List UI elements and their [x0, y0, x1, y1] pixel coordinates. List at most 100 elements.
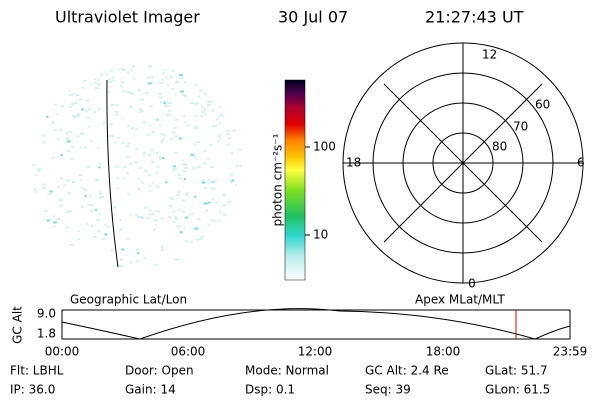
- speckle: [129, 105, 133, 108]
- speckle: [155, 172, 158, 175]
- speckle: [82, 86, 85, 89]
- speckle: [60, 105, 64, 108]
- speckle: [97, 219, 100, 222]
- timeline-frame: [61, 309, 571, 340]
- speckle: [72, 92, 76, 95]
- speckle: [146, 216, 150, 219]
- speckle: [194, 84, 198, 87]
- speckle: [134, 161, 138, 164]
- speckle: [141, 98, 144, 101]
- speckle: [84, 194, 87, 197]
- speckle: [197, 218, 201, 221]
- speckle: [37, 168, 42, 171]
- speckle: [127, 193, 130, 196]
- speckle: [136, 249, 139, 252]
- speckle: [161, 138, 165, 141]
- speckle: [158, 124, 161, 127]
- speckle: [85, 222, 88, 225]
- speckle: [56, 218, 60, 221]
- speckle: [226, 143, 230, 146]
- speckle: [196, 141, 200, 143]
- speckle: [44, 209, 48, 212]
- speckle: [182, 93, 186, 96]
- speckle: [116, 177, 120, 180]
- speckle: [210, 219, 214, 222]
- speckle: [183, 121, 187, 124]
- altitude-curve: [61, 308, 571, 340]
- speckle: [34, 190, 38, 193]
- speckle: [210, 187, 215, 190]
- speckle: [162, 157, 165, 159]
- speckle: [111, 249, 114, 252]
- speckle: [127, 125, 130, 128]
- speckle: [176, 193, 180, 196]
- speckle: [156, 210, 160, 213]
- speckle: [195, 158, 198, 161]
- status-field: Mode: Normal: [245, 364, 329, 378]
- speckle: [100, 195, 104, 198]
- timeline-x-tick: 12:00: [298, 345, 333, 359]
- speckle: [138, 166, 142, 169]
- speckle: [114, 110, 118, 113]
- speckle: [137, 89, 141, 92]
- speckle: [148, 64, 152, 67]
- speckle: [174, 217, 179, 220]
- speckle: [155, 223, 158, 226]
- speckle: [136, 187, 141, 190]
- speckle: [114, 104, 119, 106]
- speckle: [105, 73, 108, 76]
- speckle: [201, 111, 205, 114]
- speckle: [146, 76, 150, 79]
- timeline-label: Geographic Lat/Lon: [70, 293, 187, 307]
- speckle: [121, 142, 125, 145]
- speckle: [86, 166, 91, 168]
- speckle: [172, 210, 176, 213]
- speckle: [114, 141, 117, 144]
- speckle: [52, 157, 55, 159]
- speckle: [194, 195, 197, 198]
- speckle: [57, 186, 60, 189]
- status-field: IP: 36.0: [10, 383, 55, 397]
- speckle: [196, 238, 199, 241]
- speckle: [151, 181, 154, 184]
- colorbar-tick-label: 100: [313, 140, 336, 154]
- speckle: [195, 102, 199, 105]
- speckle: [116, 187, 120, 190]
- speckle: [103, 122, 106, 125]
- status-field: GLat: 51.7: [485, 364, 548, 378]
- mlt-label: 18: [346, 156, 361, 170]
- speckle: [206, 104, 211, 107]
- speckle: [147, 174, 152, 177]
- speckle: [229, 181, 233, 184]
- speckle: [63, 184, 67, 187]
- speckle: [130, 69, 134, 72]
- speckle: [179, 76, 184, 79]
- speckle: [37, 169, 41, 172]
- speckle: [174, 135, 178, 138]
- speckle: [127, 91, 132, 94]
- speckle: [66, 149, 71, 152]
- speckle: [94, 208, 98, 211]
- speckle: [79, 98, 83, 101]
- speckle: [113, 206, 117, 209]
- speckle: [156, 165, 160, 168]
- speckle: [71, 181, 75, 183]
- speckle: [175, 81, 179, 83]
- speckle: [212, 181, 216, 184]
- speckle: [194, 114, 198, 117]
- mlt-label: 0: [468, 277, 476, 291]
- speckle: [162, 72, 165, 75]
- speckle: [121, 81, 125, 84]
- speckle: [148, 184, 152, 187]
- speckle: [122, 177, 125, 180]
- speckle: [169, 197, 173, 199]
- speckle: [83, 189, 88, 192]
- speckle: [98, 166, 101, 169]
- speckle: [127, 142, 131, 145]
- speckle: [80, 108, 84, 111]
- speckle: [154, 118, 158, 121]
- speckle: [172, 131, 176, 134]
- speckle: [120, 85, 123, 88]
- speckle: [179, 74, 183, 77]
- speckle: [153, 264, 158, 267]
